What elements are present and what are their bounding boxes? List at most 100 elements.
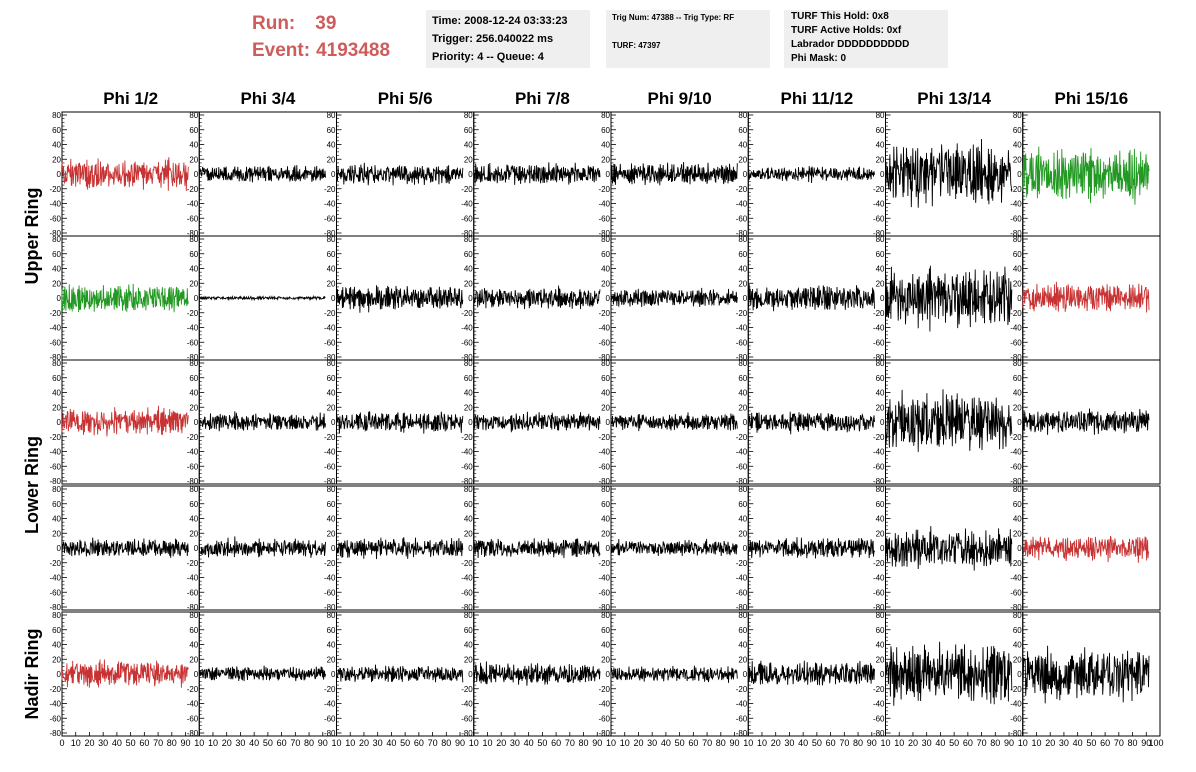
y-tick-label: -80 — [736, 477, 748, 486]
x-tick-label: 40 — [935, 738, 945, 748]
y-tick-label: -40 — [598, 324, 610, 333]
waveform-trace — [61, 157, 189, 192]
y-tick-label: 40 — [601, 265, 610, 274]
y-tick-label: -20 — [1010, 559, 1022, 568]
y-tick-label: 80 — [876, 611, 885, 620]
y-tick-label: 0 — [331, 670, 336, 679]
x-tick-label: 60 — [1100, 738, 1110, 748]
y-tick-label: 40 — [327, 641, 336, 650]
y-tick-label: 80 — [327, 111, 336, 120]
y-tick-label: -80 — [598, 729, 610, 738]
x-tick-label: 40 — [524, 738, 534, 748]
y-tick-label: 0 — [468, 544, 473, 553]
y-tick-label: -60 — [736, 338, 748, 347]
x-tick-label: 10 — [757, 738, 767, 748]
waveform-trace — [198, 165, 326, 183]
y-tick-label: -40 — [324, 700, 336, 709]
y-tick-label: 40 — [52, 641, 61, 650]
waveform-trace — [1022, 281, 1150, 313]
phi-header: Phi 9/10 — [647, 89, 711, 108]
x-tick-label: 50 — [537, 738, 547, 748]
y-tick-label: -20 — [324, 309, 336, 318]
y-tick-label: 40 — [189, 641, 198, 650]
y-tick-label: -40 — [1010, 700, 1022, 709]
waveform-trace — [610, 161, 738, 186]
y-tick-label: -80 — [461, 477, 473, 486]
y-tick-label: 20 — [327, 529, 336, 538]
y-tick-label: 80 — [464, 611, 473, 620]
y-tick-label: 40 — [52, 515, 61, 524]
waveform-trace — [747, 660, 875, 686]
y-tick-label: 40 — [52, 265, 61, 274]
y-tick-label: 80 — [876, 485, 885, 494]
y-tick-label: 20 — [1013, 655, 1022, 664]
waveform-trace — [336, 162, 464, 186]
y-tick-label: -40 — [324, 448, 336, 457]
waveform-trace — [198, 411, 326, 432]
y-tick-label: -40 — [461, 200, 473, 209]
x-tick-label: 50 — [126, 738, 136, 748]
waveform-trace — [610, 287, 738, 308]
y-tick-label: -40 — [598, 448, 610, 457]
y-tick-label: -40 — [873, 700, 885, 709]
y-tick-label: -60 — [49, 588, 61, 597]
trigger-text: Trigger: 256.040022 ms — [432, 33, 554, 45]
y-tick-label: 0 — [331, 170, 336, 179]
y-tick-label: 40 — [464, 389, 473, 398]
y-tick-label: -80 — [598, 353, 610, 362]
y-tick-label: 0 — [331, 294, 336, 303]
y-tick-label: -80 — [187, 603, 199, 612]
y-tick-label: 20 — [327, 155, 336, 164]
y-tick-label: 60 — [738, 250, 747, 259]
x-tick-label: 50 — [263, 738, 273, 748]
run-info: Run: 39 Event: 4193488 — [252, 10, 390, 64]
y-tick-label: -20 — [736, 309, 748, 318]
y-tick-label: 40 — [327, 389, 336, 398]
y-tick-label: 0 — [743, 670, 748, 679]
waveform-trace — [610, 412, 738, 432]
y-tick-label: -40 — [324, 574, 336, 583]
y-tick-label: 20 — [52, 279, 61, 288]
time-text: Time: 2008-12-24 03:33:23 — [432, 15, 568, 27]
y-tick-label: 0 — [57, 544, 62, 553]
x-tick-label: 20 — [1045, 738, 1055, 748]
y-tick-label: 0 — [880, 294, 885, 303]
y-tick-label: -40 — [49, 200, 61, 209]
y-tick-label: -20 — [324, 559, 336, 568]
y-tick-label: -40 — [736, 200, 748, 209]
y-tick-label: 40 — [601, 389, 610, 398]
y-tick-label: 60 — [327, 374, 336, 383]
y-tick-label: 0 — [57, 670, 62, 679]
x-tick-label: 20 — [496, 738, 506, 748]
x-tick-label: 30 — [235, 738, 245, 748]
y-tick-label: -20 — [1010, 433, 1022, 442]
y-tick-label: -40 — [49, 700, 61, 709]
y-tick-label: -60 — [49, 214, 61, 223]
y-tick-label: 80 — [1013, 359, 1022, 368]
y-tick-label: -20 — [187, 685, 199, 694]
waveform-trace — [1022, 645, 1150, 704]
y-tick-label: -80 — [1010, 477, 1022, 486]
y-tick-label: 60 — [1013, 250, 1022, 259]
turf-this-hold-text: TURF This Hold: 0x8 — [791, 11, 889, 22]
x-tick-label: 10 — [620, 738, 630, 748]
waveform-trace — [747, 284, 875, 312]
y-tick-label: -80 — [873, 477, 885, 486]
y-tick-label: -60 — [187, 588, 199, 597]
y-tick-label: -20 — [873, 559, 885, 568]
y-tick-label: -40 — [461, 324, 473, 333]
x-tick-label: 50 — [812, 738, 822, 748]
y-tick-label: 20 — [52, 155, 61, 164]
y-tick-label: 40 — [327, 265, 336, 274]
y-tick-label: -80 — [49, 477, 61, 486]
waveform-trace — [473, 538, 601, 559]
x-tick-label: 90 — [1141, 738, 1151, 748]
y-tick-label: -60 — [1010, 338, 1022, 347]
y-tick-label: -60 — [1010, 714, 1022, 723]
y-tick-label: -60 — [49, 462, 61, 471]
y-tick-label: -80 — [873, 603, 885, 612]
y-tick-label: 80 — [189, 611, 198, 620]
y-tick-label: -40 — [187, 574, 199, 583]
y-tick-label: -60 — [598, 714, 610, 723]
y-tick-label: 40 — [876, 389, 885, 398]
